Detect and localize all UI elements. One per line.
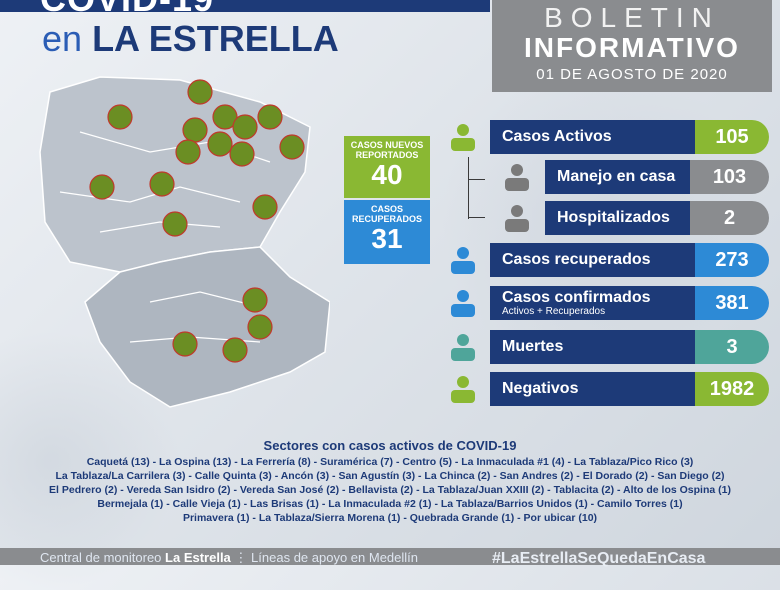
covid-title: COVID-19 xyxy=(40,0,214,20)
person-icon xyxy=(448,122,478,157)
stat-value: 381 xyxy=(695,286,769,320)
footer-hashtag: #LaEstrellaSeQuedaEnCasa xyxy=(492,550,706,567)
stat-label: Manejo en casa xyxy=(545,160,695,194)
location-title: en LA ESTRELLA xyxy=(42,18,339,60)
footer-bar xyxy=(0,548,780,565)
sectors-line: Primavera (1) - La Tablaza/Sierra Morena… xyxy=(182,512,598,524)
informativo-title: INFORMATIVO xyxy=(524,32,740,63)
stat-value: 2 xyxy=(690,201,769,235)
sectors-line: Bermejala (1) - Calle Vieja (1) - Las Br… xyxy=(97,498,683,510)
footer-prefix: Central de monitoreo xyxy=(40,550,162,565)
new-cases-label: CASOS NUEVOS REPORTADOS xyxy=(350,140,424,160)
stat-value: 103 xyxy=(690,160,769,194)
stat-row: Manejo en casa 103 xyxy=(0,160,780,194)
recovered-cases-label: CASOS RECUPERADOS xyxy=(351,204,422,224)
stat-row: Muertes 3 xyxy=(0,330,780,364)
sectors-line: La Tablaza/La Carrilera (3) - Calle Quin… xyxy=(55,470,725,482)
person-icon xyxy=(448,332,478,367)
person-icon xyxy=(502,203,532,238)
header-bar xyxy=(0,0,490,12)
new-cases-value: 40 xyxy=(371,159,403,190)
stat-label-text: Negativos xyxy=(502,380,579,397)
stat-sublabel: Activos + Recuperados xyxy=(502,306,606,317)
stat-row: Casos Activos 105 xyxy=(0,120,780,154)
sectors-line: El Pedrero (2) - Vereda San Isidro (2) -… xyxy=(49,484,731,496)
stat-label-text: Casos confirmados xyxy=(502,289,651,306)
municipality-map xyxy=(39,76,330,408)
stat-row: Negativos 1982 xyxy=(0,372,780,406)
place-name: LA ESTRELLA xyxy=(92,18,339,59)
recovered-cases-value: 31 xyxy=(371,223,403,254)
map-region-south xyxy=(84,246,330,408)
stat-label: Hospitalizados xyxy=(545,201,695,235)
person-icon xyxy=(502,162,532,197)
stat-label: Muertes xyxy=(490,330,700,364)
person-icon xyxy=(448,245,478,280)
stat-label-text: Casos Activos xyxy=(502,128,612,145)
footer-place: La Estrella xyxy=(165,550,231,565)
stat-label: Casos Activos xyxy=(490,120,700,154)
sectors-title: Sectores con casos activos de COVID-19 xyxy=(263,438,517,453)
stat-row: Casos recuperados 273 xyxy=(0,243,780,277)
stat-row: Hospitalizados 2 xyxy=(0,201,780,235)
stat-value: 273 xyxy=(695,243,769,277)
stat-label-text: Hospitalizados xyxy=(557,209,670,226)
stat-label: Casos confirmados Activos + Recuperados xyxy=(490,286,700,320)
stat-row: Casos confirmados Activos + Recuperados 38… xyxy=(0,286,780,320)
stat-label-text: Casos recuperados xyxy=(502,251,651,268)
en-word: en xyxy=(42,18,83,59)
stat-value: 1982 xyxy=(695,372,769,406)
stat-label: Negativos xyxy=(490,372,700,406)
stat-value: 3 xyxy=(695,330,769,364)
subcategory-bracket xyxy=(468,157,489,219)
footer-divider: ⋮ xyxy=(234,550,252,565)
person-icon xyxy=(448,288,478,323)
bulletin-date: 01 DE AGOSTO DE 2020 xyxy=(536,66,728,83)
case-markers xyxy=(89,79,305,363)
stat-value: 105 xyxy=(695,120,769,154)
boletin-title: BOLETIN xyxy=(544,2,720,33)
boletin-box: BOLETIN INFORMATIVO 01 DE AGOSTO DE 2020 xyxy=(492,0,772,92)
sectors-line: Caquetá (13) - La Ospina (13) - La Ferre… xyxy=(86,456,694,468)
stat-label-text: Manejo en casa xyxy=(557,168,676,185)
footer-monitoring: Central de monitoreo La Estrella ⋮ Línea… xyxy=(40,550,418,566)
recovered-cases-box: CASOS RECUPERADOS 31 xyxy=(344,200,430,264)
new-cases-box: CASOS NUEVOS REPORTADOS 40 xyxy=(344,136,430,198)
stat-label: Casos recuperados xyxy=(490,243,700,277)
stat-label-text: Muertes xyxy=(502,338,564,355)
person-icon xyxy=(448,374,478,409)
footer-support-lines: Líneas de apoyo en Medellín xyxy=(251,550,419,565)
